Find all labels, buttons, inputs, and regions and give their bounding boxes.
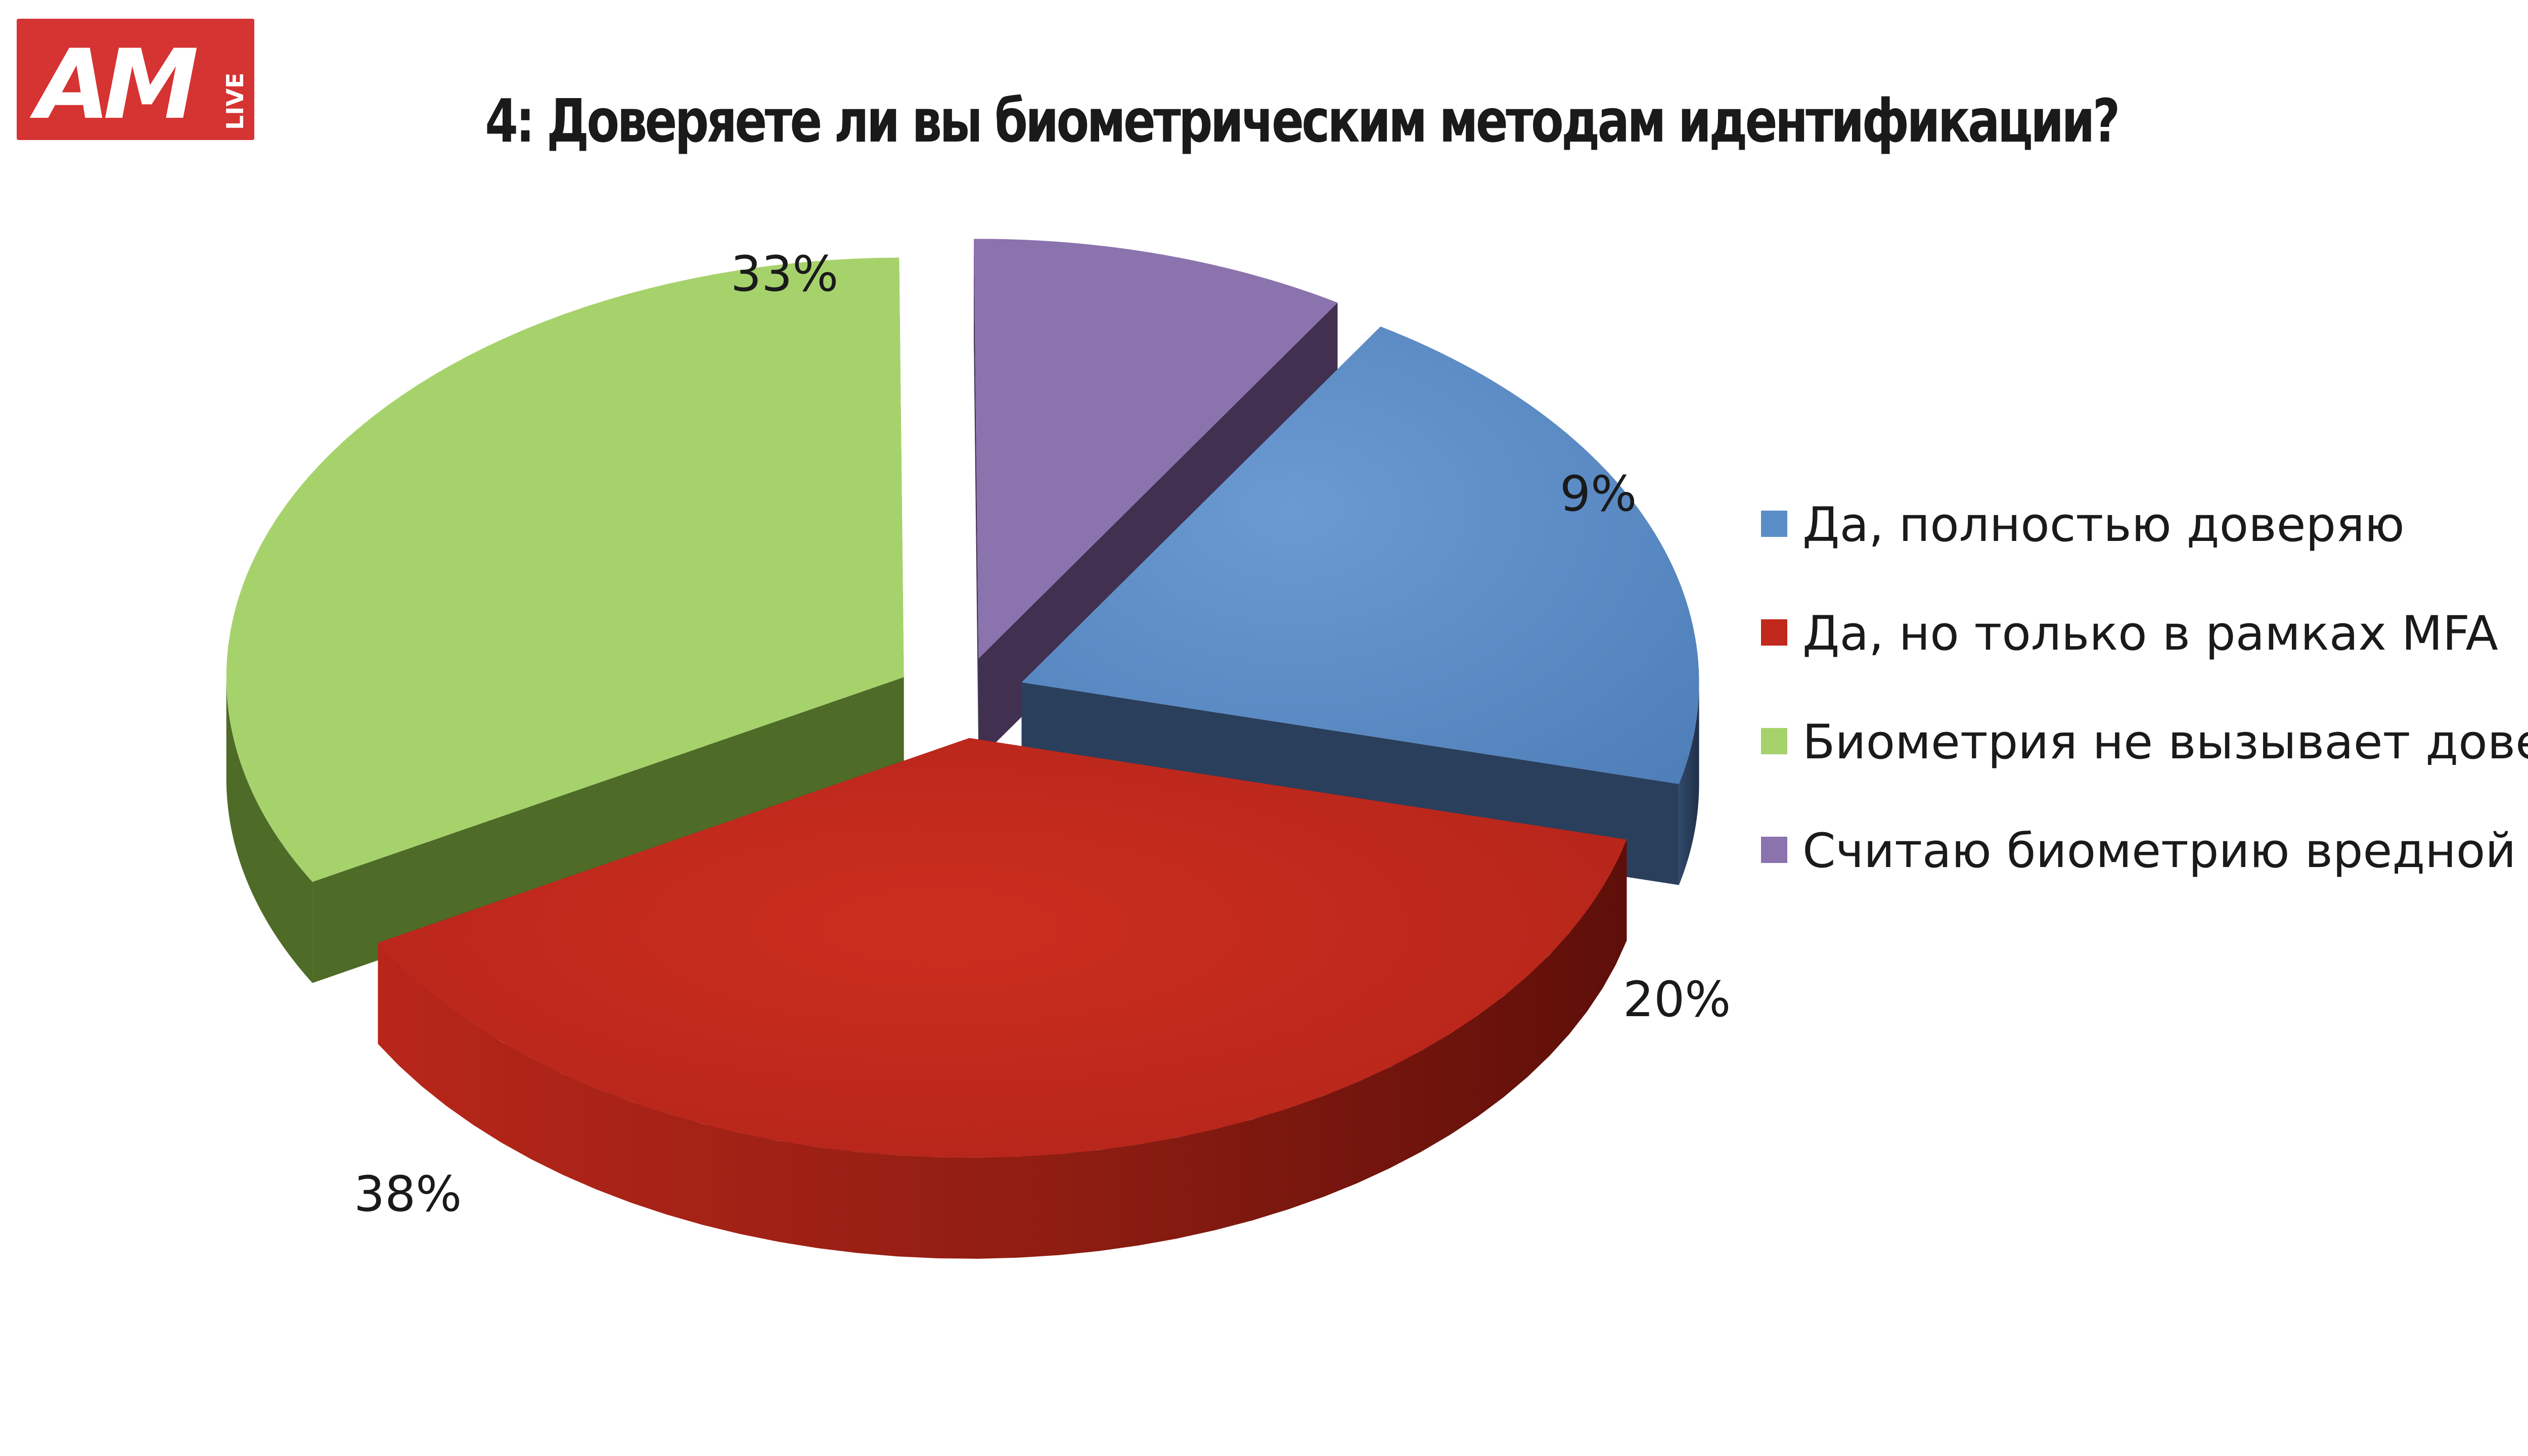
legend-swatch-1 — [1761, 619, 1787, 646]
value-label-2: 33% — [731, 246, 838, 302]
legend-swatch-3 — [1761, 837, 1787, 863]
pie-slice-2 — [226, 257, 904, 983]
legend-item-0: Да, полностью доверяю — [1761, 497, 2405, 553]
pie-slice-1 — [378, 738, 1627, 1259]
pie-slice-3-cut-face-0 — [974, 239, 979, 760]
am-live-logo: AM LIVE — [17, 19, 254, 140]
logo-subtext: LIVE — [221, 73, 249, 130]
logo-text: AM — [29, 29, 197, 140]
value-label-1: 38% — [354, 1166, 462, 1222]
pie-slice-1-top — [378, 738, 1627, 1158]
pie-slice-1-outer-wall-0 — [378, 839, 1627, 1259]
legend-label-0: Да, полностью доверяю — [1802, 497, 2405, 553]
legend-item-2: Биометрия не вызывает доверия — [1761, 715, 2528, 770]
pie-slice-2-top — [226, 257, 904, 882]
pie-slice-0-top — [1021, 326, 1699, 784]
pie-slice-2-cut-face-0 — [312, 677, 904, 983]
logo-background — [17, 19, 254, 140]
legend-label-2: Биометрия не вызывает доверия — [1802, 715, 2528, 770]
legend: Да, полностью доверяю Да, но только в ра… — [1761, 497, 2528, 879]
legend-item-3: Считаю биометрию вредной — [1761, 824, 2516, 879]
pie-slice-3-top — [974, 239, 1338, 659]
pie-slice-2-outer-wall-0 — [226, 677, 312, 983]
value-labels: 20% 38% 33% 9% — [354, 246, 1731, 1222]
legend-label-1: Да, но только в рамках MFA — [1802, 606, 2498, 661]
legend-label-3: Считаю биометрию вредной — [1802, 824, 2516, 879]
legend-swatch-2 — [1761, 728, 1787, 754]
legend-item-1: Да, но только в рамках MFA — [1761, 606, 2498, 661]
value-label-0: 20% — [1623, 971, 1731, 1028]
legend-swatch-0 — [1761, 511, 1787, 537]
chart-title: 4: Доверяете ли вы биометрическим метода… — [485, 86, 2120, 156]
pie-slice-0-outer-wall-0 — [1679, 682, 1699, 885]
pie-slices — [226, 239, 1699, 1259]
value-label-3: 9% — [1560, 466, 1637, 522]
